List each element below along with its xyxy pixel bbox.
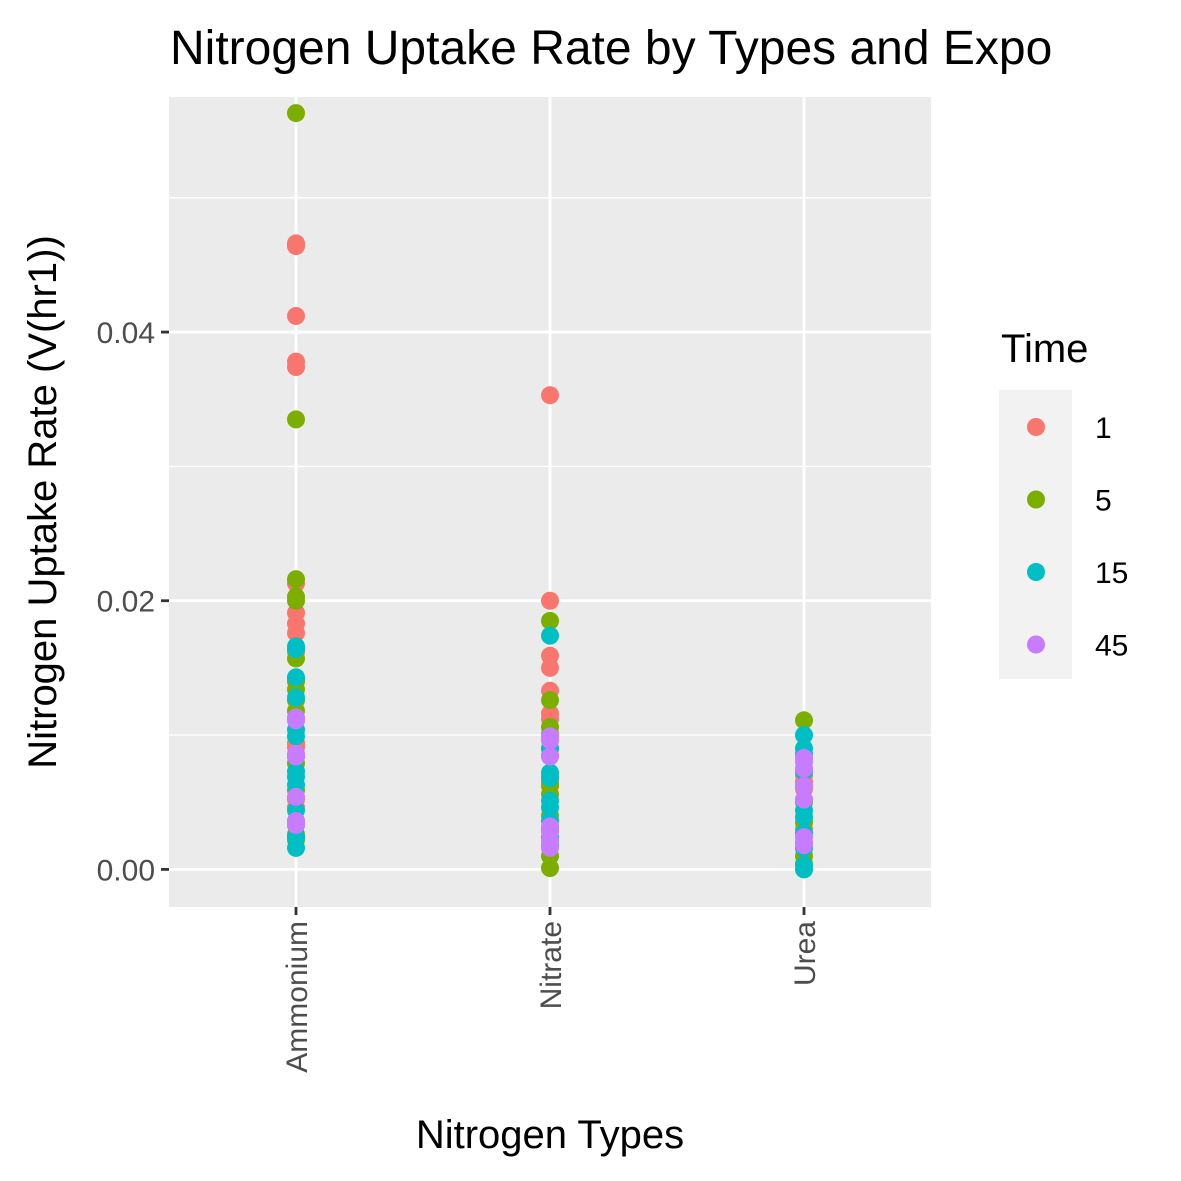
data-point-time-15 [287,688,305,707]
data-point-time-5 [287,104,305,123]
legend-label: 15 [1095,557,1128,590]
data-point-time-5 [541,691,559,710]
legend-key-time-15 [1027,563,1045,581]
data-point-time-1 [541,591,559,610]
data-point-time-15 [287,727,305,746]
x-tick-label: Urea [789,921,822,986]
data-point-time-15 [795,726,813,745]
data-point-time-5 [287,570,305,589]
x-tick-label: Ammonium [281,921,314,1073]
data-point-time-15 [541,769,559,788]
x-axis: Ammonium Nitrate Urea [281,907,822,1073]
data-point-time-15 [795,860,813,879]
legend-key-time-1 [1027,418,1045,436]
legend-title: Time [1001,327,1088,371]
y-tick-label: 0.00 [97,854,155,887]
legend-label: 1 [1095,412,1112,445]
data-point-time-5 [287,591,305,610]
data-point-time-45 [287,747,305,766]
data-point-time-45 [541,747,559,766]
data-point-time-5 [541,859,559,878]
y-tick-label: 0.04 [97,317,155,350]
x-axis-title: Nitrogen Types [416,1113,684,1157]
legend-key-time-5 [1027,490,1045,509]
data-point-time-15 [287,838,305,857]
data-point-time-15 [795,808,813,826]
data-point-time-1 [287,623,305,642]
data-point-time-15 [287,668,305,687]
data-point-time-45 [287,711,305,730]
legend-label: 45 [1095,630,1128,663]
legend-key-time-45 [1027,635,1045,654]
data-point-time-45 [795,836,813,855]
data-point-time-1 [287,237,305,256]
data-point-time-45 [287,816,305,835]
data-point-time-1 [541,658,559,677]
data-point-time-45 [795,759,813,778]
y-axis: 0.00 0.02 0.04 [97,317,169,887]
legend-label: 5 [1095,485,1112,518]
data-point-time-15 [541,626,559,645]
data-point-time-1 [287,358,305,376]
data-point-time-45 [287,787,305,806]
data-point-time-1 [541,386,559,405]
data-point-time-15 [287,640,305,659]
legend-key-background [999,390,1072,679]
y-axis-title: Nitrogen Uptake Rate (V(hr1)) [21,235,65,769]
data-point-time-5 [541,611,559,630]
data-point-time-45 [541,838,559,857]
x-tick-label: Nitrate [535,921,568,1009]
data-point-time-15 [541,798,559,817]
chart-title: Nitrogen Uptake Rate by Types and Expo [170,22,1052,75]
data-point-time-5 [795,711,813,730]
y-tick-label: 0.02 [97,586,155,619]
data-point-time-45 [795,777,813,796]
data-point-time-1 [287,306,305,325]
data-points [287,104,813,879]
data-point-time-45 [541,731,559,750]
data-point-time-45 [795,790,813,809]
data-point-time-5 [287,410,305,429]
